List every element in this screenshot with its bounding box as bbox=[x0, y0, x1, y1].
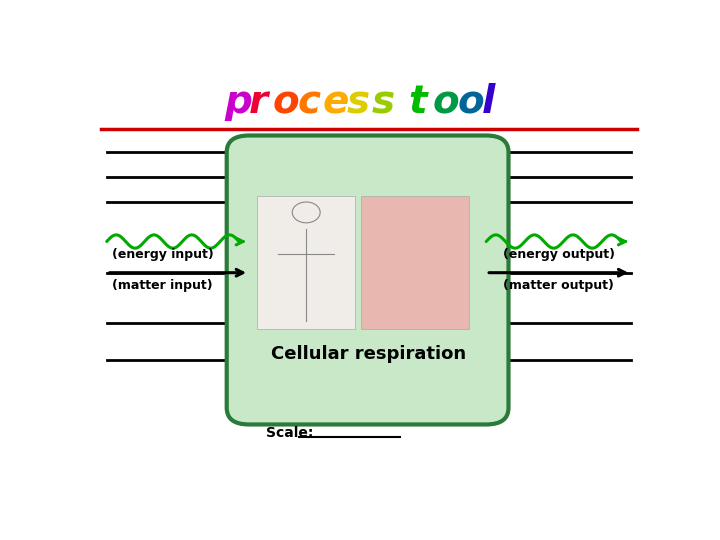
Text: o: o bbox=[273, 83, 300, 121]
Text: o: o bbox=[457, 83, 484, 121]
Text: (energy output): (energy output) bbox=[503, 248, 615, 261]
Text: (matter output): (matter output) bbox=[503, 279, 613, 292]
Text: o: o bbox=[433, 83, 459, 121]
Text: (energy input): (energy input) bbox=[112, 248, 214, 261]
FancyBboxPatch shape bbox=[227, 136, 508, 424]
Text: Cellular respiration: Cellular respiration bbox=[271, 345, 467, 363]
Bar bbox=[361, 196, 469, 329]
Text: p: p bbox=[224, 83, 252, 121]
Text: s: s bbox=[372, 83, 395, 121]
Text: s: s bbox=[346, 83, 370, 121]
Text: l: l bbox=[482, 83, 495, 121]
Text: r: r bbox=[248, 83, 268, 121]
Text: (matter input): (matter input) bbox=[112, 279, 213, 292]
Text: c: c bbox=[297, 83, 320, 121]
Text: t: t bbox=[408, 83, 427, 121]
Bar bbox=[258, 196, 355, 329]
Text: Scale:: Scale: bbox=[266, 426, 313, 440]
Text: e: e bbox=[322, 83, 348, 121]
